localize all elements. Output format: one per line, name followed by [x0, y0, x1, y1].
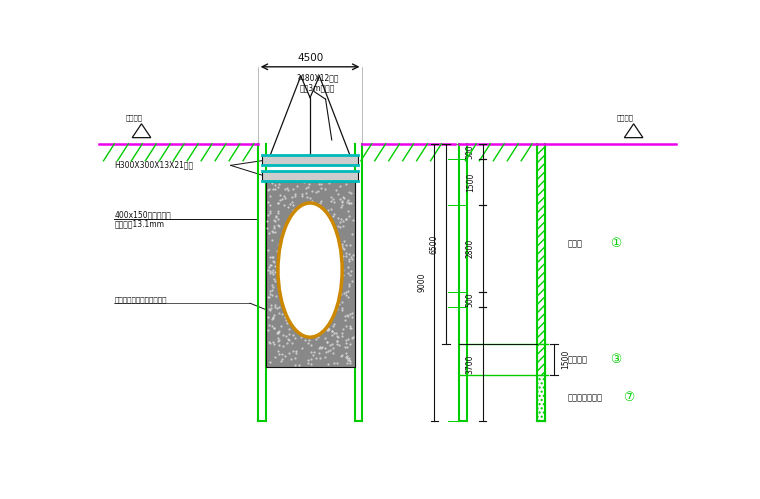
Polygon shape [132, 124, 150, 138]
Text: 间距3m设一道: 间距3m设一道 [300, 83, 335, 92]
Text: 6500: 6500 [429, 234, 439, 253]
Text: ?480X12车栏: ?480X12车栏 [296, 74, 339, 83]
Bar [265, 181, 355, 367]
Text: 4500: 4500 [297, 53, 323, 63]
Text: 施配线板: 施配线板 [126, 114, 143, 121]
Text: 1500: 1500 [466, 173, 475, 192]
Text: 施配线板: 施配线板 [616, 114, 634, 121]
Text: 2800: 2800 [466, 239, 475, 258]
Bar [262, 155, 358, 165]
Text: ⑦: ⑦ [623, 391, 635, 404]
Polygon shape [624, 124, 643, 138]
Bar [537, 375, 544, 421]
Text: ①: ① [610, 238, 622, 250]
Text: 板厚板才13.1mm: 板厚板才13.1mm [114, 219, 164, 228]
Bar [537, 144, 544, 344]
Text: H300X300X13X21型鑉: H300X300X13X21型鑉 [114, 160, 194, 169]
Text: 精制放就框渗岁抽地底下框: 精制放就框渗岁抽地底下框 [114, 297, 167, 303]
Text: 3700: 3700 [466, 354, 475, 374]
Text: 1500: 1500 [562, 350, 571, 369]
Text: ③: ③ [610, 353, 622, 366]
Text: 500: 500 [466, 144, 475, 159]
Text: 400x150刷山字轨道: 400x150刷山字轨道 [114, 210, 171, 219]
Bar [537, 344, 544, 375]
Bar [262, 171, 358, 181]
Text: 9000: 9000 [418, 272, 426, 292]
Text: 拼山圳土: 拼山圳土 [568, 355, 587, 364]
Text: 500: 500 [466, 292, 475, 307]
Ellipse shape [278, 203, 342, 337]
Text: 气风化汉色岩层: 气风化汉色岩层 [568, 393, 603, 402]
Text: 粉坑土: 粉坑土 [568, 240, 583, 249]
